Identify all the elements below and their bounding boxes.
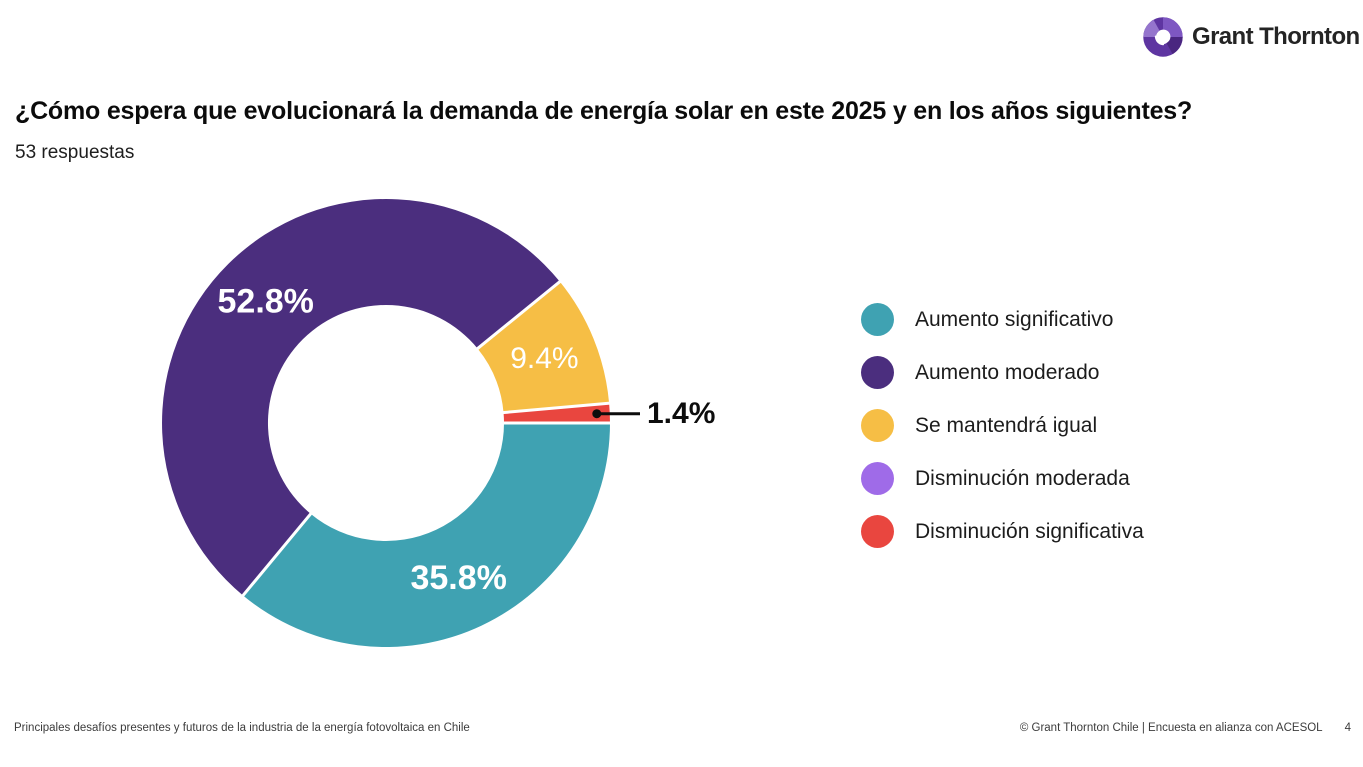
legend-swatch [861,515,894,548]
slice-separator [241,512,313,598]
pie-slice-se-mantendra-igual [477,281,610,413]
donut-chart: 35.8% 52.8% 9.4% 1.4% [136,173,736,673]
legend-item: Disminución significativa [861,515,1144,548]
legend-label: Disminución moderada [915,466,1130,490]
slice-separator [475,279,562,351]
legend-label: Se mantendrá igual [915,413,1098,437]
page-number: 4 [1344,722,1351,734]
footer-title: Principales desafíos presentes y futuros… [14,722,470,734]
slice-separator [502,401,611,415]
slice-label-aumento-significativo: 35.8% [410,559,506,597]
legend-label: Aumento significativo [915,307,1114,331]
donut-chart-svg: 35.8% 52.8% 9.4% 1.4% [162,199,715,648]
legend-label: Aumento moderado [915,360,1100,384]
pie-slice-aumento-moderado [162,199,560,596]
responses-count: 53 respuestas [15,142,135,163]
slice-label-aumento-moderado: 52.8% [217,283,313,321]
legend-swatch [861,356,894,389]
legend-item: Aumento significativo [861,303,1144,336]
legend-item: Aumento moderado [861,356,1144,389]
grant-thornton-logo: Grant Thornton [1143,17,1360,57]
legend-swatch [861,462,894,495]
footer-copyright: © Grant Thornton Chile | Encuesta en ali… [1019,722,1323,734]
grant-thornton-mobius-icon [1143,17,1183,57]
pie-slice-aumento-significativo [243,423,611,648]
page-title: ¿Cómo espera que evolucionará la demanda… [15,97,1193,125]
brand-wordmark: Grant Thornton [1192,23,1360,50]
callout-dot [592,409,602,419]
legend-item: Se mantendrá igual [861,409,1144,442]
legend-item: Disminución moderada [861,462,1144,495]
legend-label: Disminución significativa [915,519,1144,543]
pie-slice-disminucion-significativa [503,403,610,423]
slice-label-disminucion-significativa: 1.4% [647,397,715,430]
legend-swatch [861,409,894,442]
slice-label-se-mantendra-igual: 9.4% [510,342,578,375]
chart-legend: Aumento significativo Aumento moderado Se … [861,303,1144,548]
legend-swatch [861,303,894,336]
footer-right: © Grant Thornton Chile | Encuesta en ali… [1020,722,1351,734]
